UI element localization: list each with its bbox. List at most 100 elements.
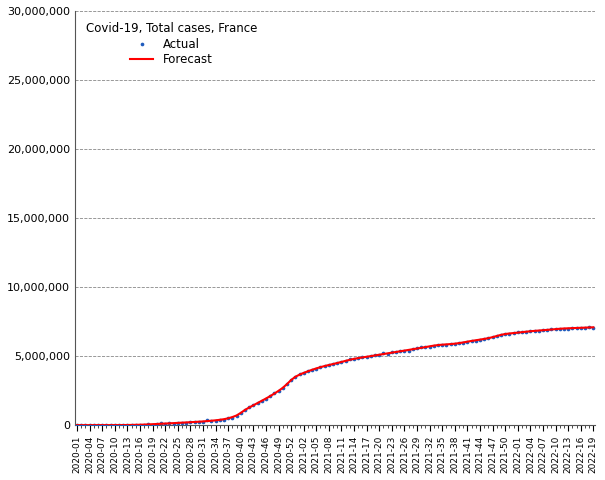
Actual bbox=[236, 409, 246, 417]
Actual bbox=[160, 420, 170, 428]
Actual bbox=[278, 384, 287, 392]
Actual bbox=[215, 416, 224, 423]
Actual bbox=[488, 334, 497, 341]
Actual bbox=[576, 324, 586, 331]
Actual bbox=[135, 421, 145, 429]
Actual bbox=[290, 373, 300, 381]
Actual bbox=[269, 389, 279, 397]
Actual bbox=[479, 335, 489, 343]
Forecast bbox=[73, 422, 80, 428]
Actual bbox=[383, 350, 393, 358]
Actual bbox=[483, 334, 493, 342]
Actual bbox=[433, 341, 443, 348]
Actual bbox=[165, 420, 174, 427]
Actual bbox=[307, 366, 317, 374]
Actual bbox=[232, 412, 241, 420]
Actual bbox=[370, 351, 380, 359]
Forecast bbox=[170, 420, 177, 426]
Actual bbox=[173, 419, 183, 427]
Actual bbox=[143, 420, 153, 428]
Actual bbox=[336, 359, 346, 366]
Actual bbox=[471, 337, 480, 345]
Actual bbox=[93, 421, 103, 429]
Actual bbox=[156, 420, 166, 427]
Actual bbox=[299, 369, 309, 376]
Actual bbox=[509, 329, 518, 337]
Actual bbox=[416, 344, 426, 351]
Legend: Actual, Forecast: Actual, Forecast bbox=[81, 17, 261, 71]
Forecast bbox=[107, 422, 114, 428]
Actual bbox=[555, 325, 564, 333]
Actual bbox=[182, 419, 191, 427]
Actual bbox=[198, 418, 208, 425]
Actual bbox=[131, 421, 140, 429]
Actual bbox=[500, 330, 510, 338]
Actual bbox=[106, 421, 116, 429]
Actual bbox=[572, 324, 581, 332]
Actual bbox=[186, 418, 195, 426]
Actual bbox=[97, 421, 107, 429]
Actual bbox=[396, 348, 405, 355]
Actual bbox=[76, 421, 86, 429]
Actual bbox=[546, 325, 556, 333]
Actual bbox=[580, 324, 590, 332]
Actual bbox=[517, 328, 527, 336]
Forecast bbox=[371, 352, 379, 358]
Actual bbox=[366, 352, 376, 360]
Actual bbox=[353, 354, 363, 361]
Actual bbox=[387, 348, 397, 356]
Actual bbox=[148, 420, 157, 428]
Actual bbox=[177, 419, 187, 426]
Actual bbox=[542, 326, 552, 334]
Actual bbox=[408, 346, 417, 353]
Actual bbox=[467, 337, 477, 345]
Actual bbox=[119, 421, 128, 429]
Actual bbox=[345, 356, 355, 363]
Actual bbox=[261, 395, 271, 403]
Actual bbox=[219, 416, 229, 423]
Actual bbox=[257, 397, 267, 405]
Forecast bbox=[224, 416, 232, 421]
Actual bbox=[273, 387, 283, 395]
Actual bbox=[295, 371, 304, 378]
Actual bbox=[475, 336, 485, 343]
Actual bbox=[522, 328, 531, 336]
Actual bbox=[265, 393, 275, 400]
Actual bbox=[152, 420, 162, 428]
Actual bbox=[412, 345, 422, 352]
Actual bbox=[349, 355, 359, 363]
Actual bbox=[253, 399, 263, 407]
Actual bbox=[420, 343, 430, 351]
Actual bbox=[379, 349, 388, 357]
Actual bbox=[492, 333, 502, 340]
Actual bbox=[169, 420, 178, 428]
Actual bbox=[454, 339, 464, 347]
Actual bbox=[249, 401, 258, 409]
Actual bbox=[282, 380, 292, 388]
Actual bbox=[240, 406, 250, 414]
Actual bbox=[194, 418, 204, 426]
Actual bbox=[404, 347, 413, 354]
Actual bbox=[391, 348, 401, 356]
Actual bbox=[110, 421, 120, 429]
Actual bbox=[459, 339, 468, 347]
Actual bbox=[450, 340, 460, 348]
Actual bbox=[463, 338, 473, 346]
Actual bbox=[559, 324, 569, 332]
Actual bbox=[114, 421, 124, 429]
Actual bbox=[127, 421, 137, 429]
Actual bbox=[139, 421, 149, 429]
Actual bbox=[496, 331, 506, 339]
Actual bbox=[551, 325, 560, 333]
Actual bbox=[206, 417, 216, 425]
Actual bbox=[316, 363, 325, 371]
Forecast bbox=[590, 324, 597, 330]
Actual bbox=[303, 367, 313, 375]
Actual bbox=[80, 421, 90, 429]
Actual bbox=[286, 376, 296, 384]
Actual bbox=[425, 343, 434, 350]
Actual bbox=[102, 421, 111, 429]
Actual bbox=[446, 340, 456, 348]
Actual bbox=[563, 325, 573, 333]
Actual bbox=[584, 323, 594, 331]
